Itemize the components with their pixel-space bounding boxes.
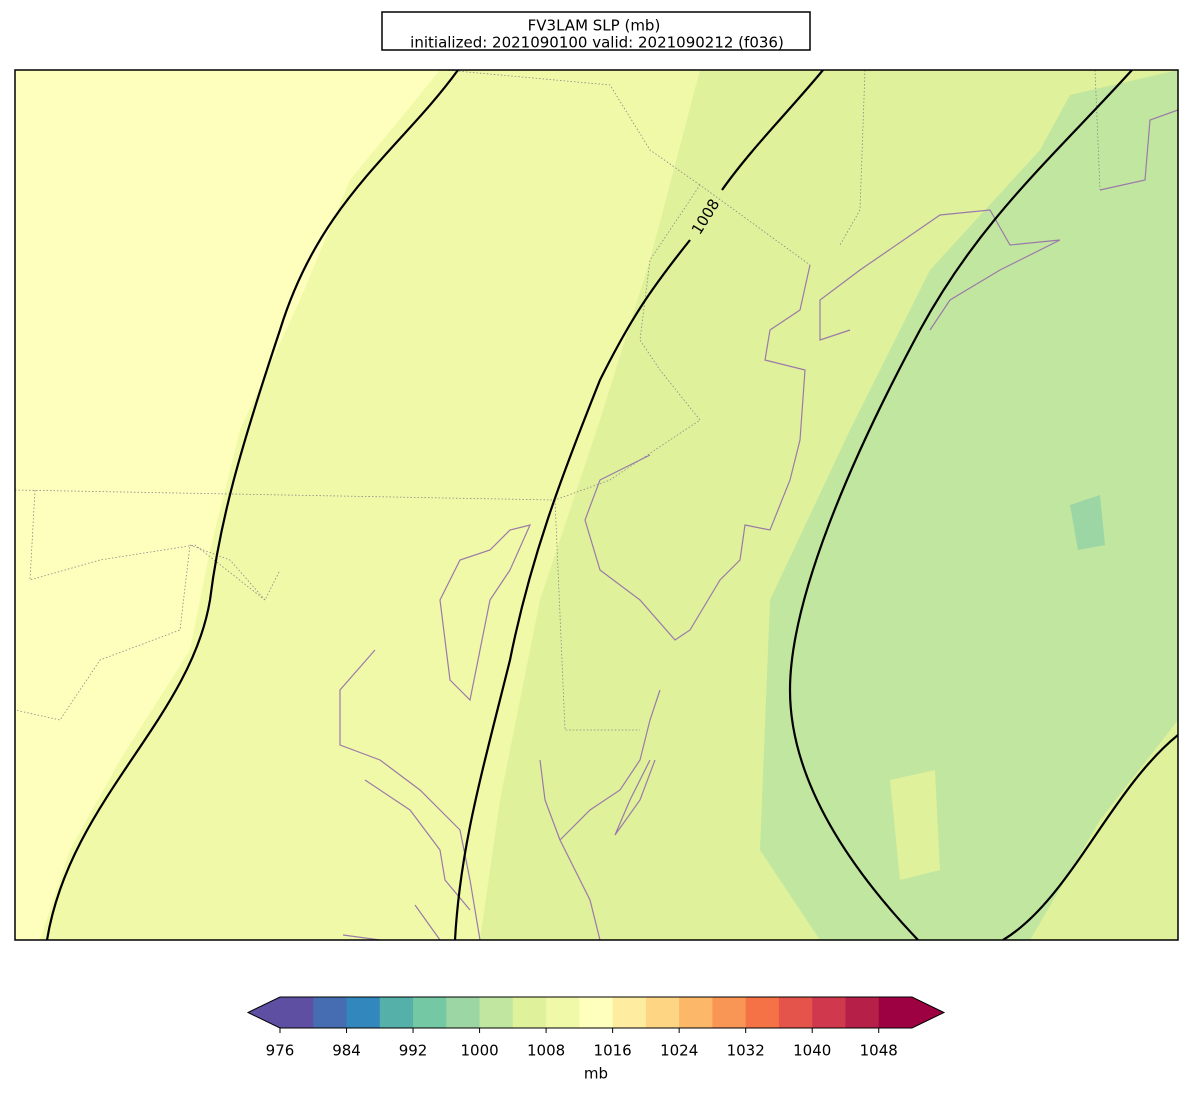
fill-region [1070,495,1105,550]
coastlines [339,109,1178,940]
colorbar-tick-label: 1040 [793,1042,831,1060]
colorbar-tick-label: 992 [399,1042,428,1060]
colorbar-segment [612,997,647,1028]
state-borders [15,70,1101,731]
colorbar-segment [280,997,314,1028]
colorbar-outline [246,996,946,1029]
colorbar-segment [712,997,747,1028]
contour-lines [45,70,1178,940]
colorbar-tick-label: 1000 [460,1042,498,1060]
colorbar-segment [379,997,414,1028]
colorbar-extend-under [248,997,280,1028]
colorbar-segment [845,997,880,1028]
fill-region [890,770,940,880]
fill-region [760,70,1178,940]
colorbar-tick-label: 1048 [860,1042,898,1060]
subtitle: initialized: 2021090100 valid: 202109021… [410,34,784,52]
map: 1008 [14,69,1179,941]
colorbar-tick-label: 1024 [660,1042,698,1060]
colorbar: 976 984 992 1000 1008 1016 1024 1032 1040 1048 [246,996,946,1060]
colorbar-segment [579,997,614,1028]
title: FV3LAM SLP (mb) [528,17,661,35]
colorbar-tick-label: 1032 [727,1042,765,1060]
colorbar-extend-over [912,997,944,1028]
map-frame [14,69,1179,941]
colorbar-segment [812,997,846,1028]
fill-region [15,70,440,940]
colorbar-segment [479,997,514,1028]
colorbar-tick-label: 1008 [527,1042,565,1060]
colorbar-segment [878,997,913,1028]
colorbar-tick-label: 984 [332,1042,361,1060]
colorbar-segment [346,997,381,1028]
colorbar-label: mb [584,1065,608,1083]
colorbar-segment [446,997,481,1028]
colorbar-segment [679,997,713,1028]
colorbar-segment [645,997,680,1028]
colorbar-segment [413,997,447,1028]
colorbar-segment [313,997,348,1028]
colorbar-segment [778,997,813,1028]
title-box [381,11,811,51]
colorbar-segment [546,997,580,1028]
colorbar-segment [745,997,780,1028]
colorbar-segment [512,997,547,1028]
colorbar-tick-label: 1016 [594,1042,632,1060]
colorbar-tick-label: 976 [266,1042,295,1060]
